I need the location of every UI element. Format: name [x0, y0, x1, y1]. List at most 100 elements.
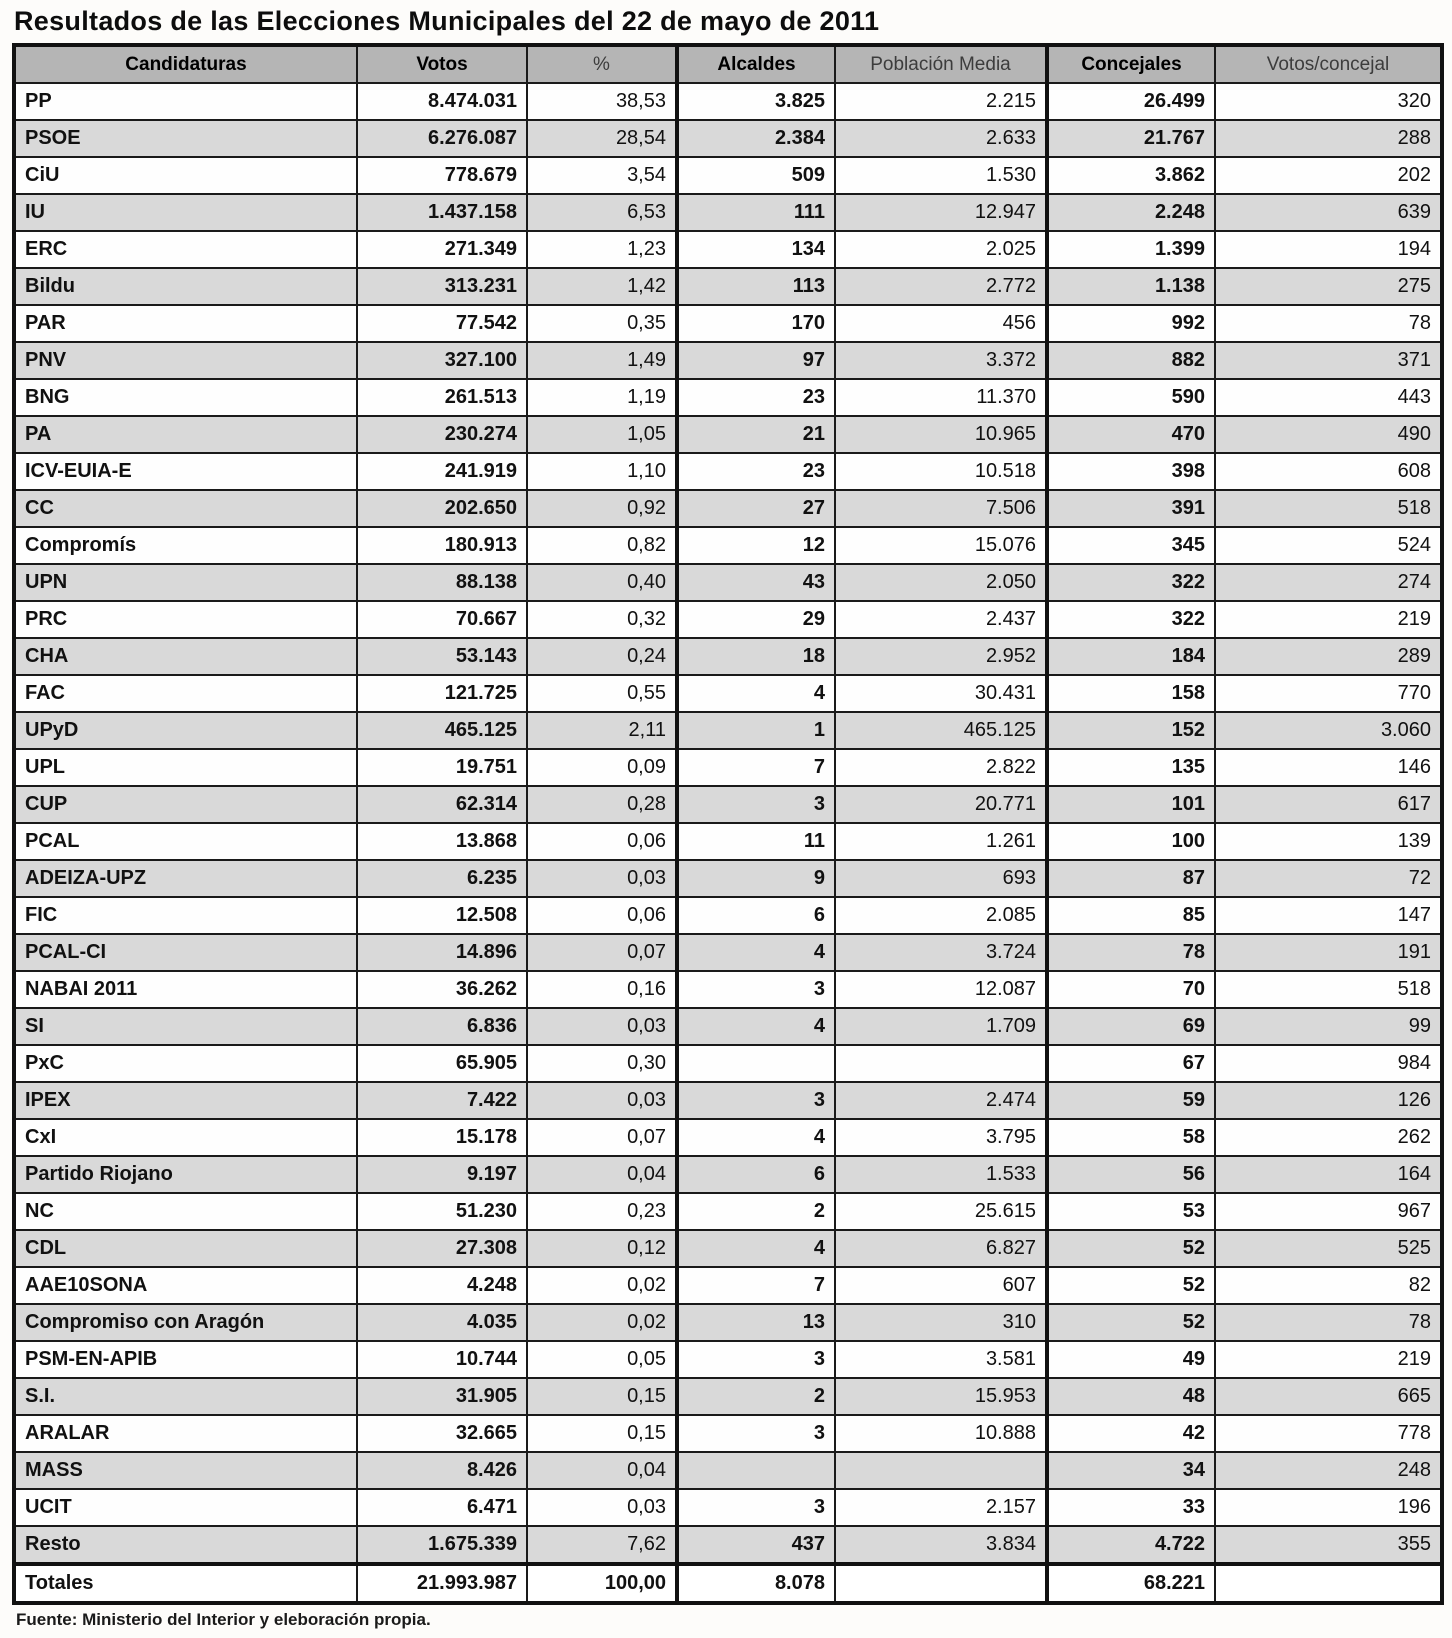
value-cell: 18 [675, 637, 836, 676]
value-cell: 77.542 [356, 304, 528, 343]
value-cell: 6.827 [834, 1229, 1048, 1268]
value-cell: 262 [1214, 1118, 1443, 1157]
value-cell: 12.087 [834, 970, 1048, 1009]
value-cell: 10.518 [834, 452, 1048, 491]
table-row: NABAI 2011 36.262 0,16 3 12.087 70 518 [13, 970, 1443, 1009]
value-cell: 345 [1045, 526, 1216, 565]
value-cell: 134 [675, 230, 836, 269]
value-cell: 97 [675, 341, 836, 380]
value-cell: 69 [1045, 1007, 1216, 1046]
value-cell: 0,02 [526, 1303, 678, 1342]
value-cell: 967 [1214, 1192, 1443, 1231]
candidatura-cell: PSOE [13, 119, 358, 158]
value-cell: 20.771 [834, 785, 1048, 824]
value-cell: 2.085 [834, 896, 1048, 935]
value-cell: 158 [1045, 674, 1216, 713]
table-row: CDL 27.308 0,12 4 6.827 52 525 [13, 1229, 1443, 1268]
value-cell: 12.947 [834, 193, 1048, 232]
value-cell: 0,12 [526, 1229, 678, 1268]
value-cell: 4 [675, 1007, 836, 1046]
value-cell: 0,05 [526, 1340, 678, 1379]
value-cell: 0,03 [526, 1007, 678, 1046]
table-row: ICV-EUIA-E 241.919 1,10 23 10.518 398 608 [13, 452, 1443, 491]
table-row: PxC 65.905 0,30 67 984 [13, 1044, 1443, 1083]
value-cell: 465.125 [834, 711, 1048, 750]
value-cell: 984 [1214, 1044, 1443, 1083]
candidatura-cell: ADEIZA-UPZ [13, 859, 358, 898]
value-cell: 6.836 [356, 1007, 528, 1046]
candidatura-cell: PP [13, 82, 358, 121]
value-cell: 38,53 [526, 82, 678, 121]
value-cell: 0,03 [526, 1488, 678, 1527]
value-cell: 10.965 [834, 415, 1048, 454]
value-cell: 313.231 [356, 267, 528, 306]
value-cell: 9 [675, 859, 836, 898]
value-cell: 0,15 [526, 1414, 678, 1453]
totals-row: Totales 21.993.987 100,00 8.078 68.221 [13, 1562, 1443, 1604]
value-cell: 2.952 [834, 637, 1048, 676]
value-cell: 0,04 [526, 1451, 678, 1490]
value-cell: 11 [675, 822, 836, 861]
table-row: CxI 15.178 0,07 4 3.795 58 262 [13, 1118, 1443, 1157]
value-cell: 2,11 [526, 711, 678, 750]
column-header: Candidaturas [13, 44, 358, 84]
value-cell: 28,54 [526, 119, 678, 158]
value-cell: 241.919 [356, 452, 528, 491]
candidatura-cell: NABAI 2011 [13, 970, 358, 1009]
candidatura-cell: Compromís [13, 526, 358, 565]
value-cell: 3 [675, 1081, 836, 1120]
results-table: Candidaturas Votos% Alcaldes Población Medi… [12, 43, 1444, 1605]
candidatura-cell: Bildu [13, 267, 358, 306]
value-cell: 398 [1045, 452, 1216, 491]
value-cell: 70.667 [356, 600, 528, 639]
value-cell: 33 [1045, 1488, 1216, 1527]
value-cell: 12.508 [356, 896, 528, 935]
value-cell: 164 [1214, 1155, 1443, 1194]
value-cell: 3 [675, 1340, 836, 1379]
table-row: SI 6.836 0,03 4 1.709 69 99 [13, 1007, 1443, 1046]
value-cell: 51.230 [356, 1192, 528, 1231]
value-cell: 78 [1214, 1303, 1443, 1342]
value-cell: 194 [1214, 230, 1443, 269]
value-cell: 30.431 [834, 674, 1048, 713]
value-cell: 525 [1214, 1229, 1443, 1268]
value-cell: 0,55 [526, 674, 678, 713]
value-cell: 617 [1214, 785, 1443, 824]
table-row: IPEX 7.422 0,03 3 2.474 59 126 [13, 1081, 1443, 1120]
value-cell: 152 [1045, 711, 1216, 750]
table-row: PRC 70.667 0,32 29 2.437 322 219 [13, 600, 1443, 639]
value-cell: 180.913 [356, 526, 528, 565]
value-cell: 202.650 [356, 489, 528, 528]
value-cell: 665 [1214, 1377, 1443, 1416]
table-row: CHA 53.143 0,24 18 2.952 184 289 [13, 637, 1443, 676]
value-cell: 87 [1045, 859, 1216, 898]
value-cell: 15.076 [834, 526, 1048, 565]
value-cell: 6.276.087 [356, 119, 528, 158]
value-cell: 0,16 [526, 970, 678, 1009]
value-cell: 310 [834, 1303, 1048, 1342]
candidatura-cell: PxC [13, 1044, 358, 1083]
value-cell: 3.825 [675, 82, 836, 121]
value-cell: 2.215 [834, 82, 1048, 121]
value-cell: 4 [675, 674, 836, 713]
value-cell: 1,42 [526, 267, 678, 306]
value-cell: 147 [1214, 896, 1443, 935]
value-cell [834, 1451, 1048, 1490]
value-cell: 0,82 [526, 526, 678, 565]
column-header: Votos [356, 44, 528, 84]
value-cell: 2 [675, 1377, 836, 1416]
value-cell: 0,23 [526, 1192, 678, 1231]
value-cell: 2.157 [834, 1488, 1048, 1527]
value-cell: 0,40 [526, 563, 678, 602]
table-row: PSM-EN-APIB 10.744 0,05 3 3.581 49 219 [13, 1340, 1443, 1379]
candidatura-cell: Totales [13, 1562, 358, 1604]
column-header: Población Media [834, 44, 1048, 84]
value-cell: 490 [1214, 415, 1443, 454]
value-cell: 456 [834, 304, 1048, 343]
value-cell [1214, 1562, 1443, 1604]
table-row: BNG 261.513 1,19 23 11.370 590 443 [13, 378, 1443, 417]
value-cell: 3,54 [526, 156, 678, 195]
value-cell: 53.143 [356, 637, 528, 676]
column-header: Alcaldes [675, 44, 836, 84]
